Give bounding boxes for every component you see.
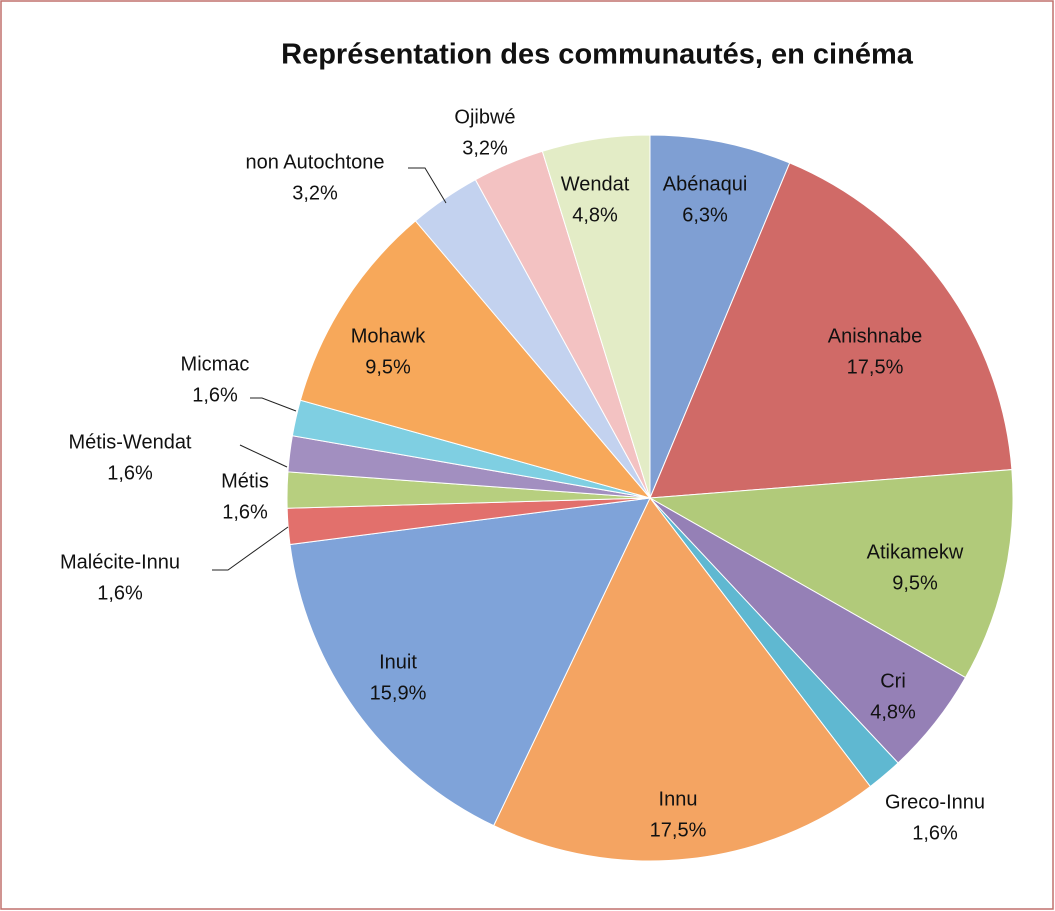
slice-label: Métis [221,470,269,492]
slice-value-label: 4,8% [870,701,916,723]
slice-label: Inuit [379,651,417,673]
pie-slice [649,134,791,499]
slice-label: Greco-Innu [885,791,985,813]
slice-value-label: 9,5% [365,356,411,378]
pie-slice [299,220,652,499]
slice-label: Anishnabe [828,325,923,347]
pie-slice [541,134,651,499]
slice-value-label: 3,2% [292,182,338,204]
leader-line [250,397,297,412]
slice-value-label: 6,3% [682,204,728,226]
pie-slice [649,162,1013,499]
slice-value-label: 17,5% [650,819,707,841]
pie-slice [289,497,651,827]
slice-value-label: 4,8% [572,204,618,226]
slice-label: Innu [659,788,698,810]
slice-label: Wendat [561,173,630,195]
slice-label: Ojibwé [454,106,515,128]
slice-value-label: 1,6% [192,384,238,406]
slice-value-label: 15,9% [370,682,427,704]
slice-label: Mohawk [351,325,426,347]
pie-slice [493,497,872,862]
leader-line [239,444,288,468]
chart-title: Représentation des communautés, en ciném… [281,39,914,71]
slice-label: Cri [880,670,906,692]
slice-label: Atikamekw [867,541,964,563]
slice-label: Micmac [181,353,250,375]
slice-label: Malécite-Innu [60,551,180,573]
slice-value-label: 1,6% [912,822,958,844]
slice-value-label: 3,2% [462,137,508,159]
slice-label: non Autochtone [245,151,384,173]
pie-slice [648,469,1014,679]
slice-value-label: 1,6% [222,501,268,523]
slice-value-label: 9,5% [892,572,938,594]
leader-line [408,167,447,204]
slice-value-label: 17,5% [847,356,904,378]
slice-label: Abénaqui [663,173,748,195]
leader-line [212,526,289,571]
slice-label: Métis-Wendat [68,431,191,453]
slice-value-label: 1,6% [107,462,153,484]
slice-value-label: 1,6% [97,582,143,604]
